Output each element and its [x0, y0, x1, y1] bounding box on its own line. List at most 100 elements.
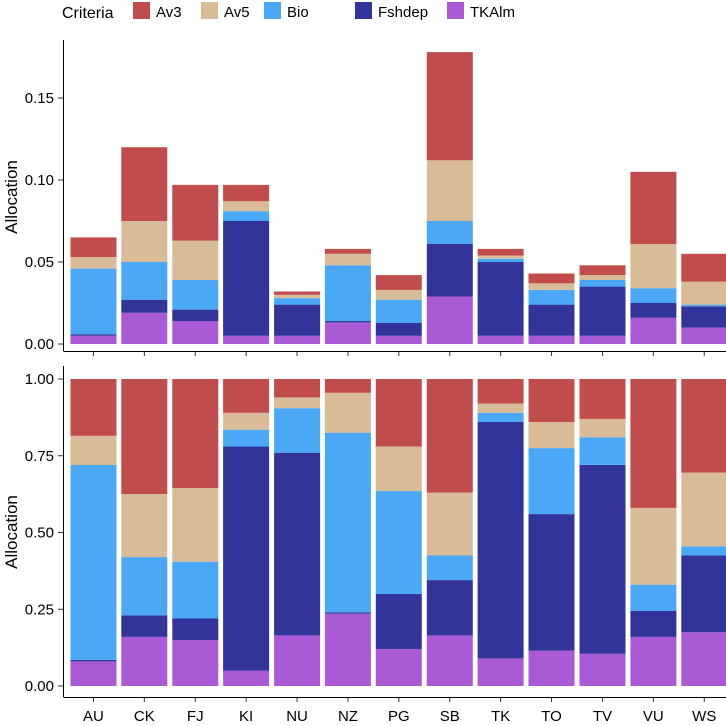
bar-bottom-au-tkalm [70, 661, 117, 686]
bar-bottom-to-bio [528, 448, 575, 515]
bar-top-to-tkalm [528, 335, 575, 344]
bar-bottom-ck-tkalm [121, 636, 168, 686]
bar-bottom-ws-av3 [681, 379, 726, 473]
bar-top-au-av3 [70, 237, 117, 258]
bar-top-tv-av5 [579, 275, 626, 280]
bar-bottom-ck-bio [121, 557, 168, 616]
x-tick-label-ki: KI [239, 708, 253, 725]
legend-label-fshdep: Fshdep [378, 4, 428, 21]
y-tick-label-top-0: 0.00 [25, 336, 54, 353]
panel-bottom-proportional: Allocation AU CK FJ KI NU NZ PG SB TK TO TV VU WS 0.0… [2, 366, 726, 725]
bar-top-ck-av5 [121, 221, 168, 262]
y-tick-label-bottom-1: 0.25 [25, 601, 54, 618]
bar-top-nz-av5 [324, 253, 371, 266]
legend-swatch-tkalm [447, 2, 464, 19]
y-tick-label-bottom-2: 0.50 [25, 525, 54, 542]
bar-top-tk-bio [477, 258, 524, 262]
bar-top-pg-av5 [375, 289, 422, 300]
bar-bottom-tv-av3 [579, 379, 626, 419]
bar-top-au-tkalm [70, 335, 117, 344]
bar-bottom-vu-bio [630, 584, 677, 611]
bar-bottom-vu-fshdep [630, 610, 677, 637]
legend-swatch-av3 [133, 2, 150, 19]
bar-bottom-ws-bio [681, 546, 726, 556]
bar-bottom-fj-fshdep [172, 618, 219, 640]
bar-top-nz-fshdep [324, 321, 371, 323]
bar-top-nz-tkalm [324, 322, 371, 344]
bar-bottom-vu-tkalm [630, 636, 677, 686]
x-tick-label-ck: CK [134, 708, 155, 725]
bar-top-pg-bio [375, 299, 422, 323]
bar-bottom-fj-av3 [172, 379, 219, 488]
y-tick-label-bottom-3: 0.75 [25, 448, 54, 465]
bar-top-au-bio [70, 268, 117, 335]
bar-bottom-ki-av5 [223, 412, 270, 430]
bar-bottom-nz-tkalm [324, 613, 371, 686]
x-tick-label-tk: TK [491, 708, 510, 725]
top-y-axis-title: Allocation [2, 160, 21, 234]
bar-top-sb-av3 [426, 52, 473, 161]
bar-top-sb-bio [426, 221, 473, 244]
bar-top-nu-av3 [274, 291, 321, 295]
legend-swatch-bio [264, 2, 281, 19]
bar-top-ws-av3 [681, 253, 726, 282]
y-tick-label-top-3: 0.15 [25, 90, 54, 107]
bar-top-sb-tkalm [426, 296, 473, 344]
x-tick-label-sb: SB [440, 708, 460, 725]
bar-bottom-pg-av3 [375, 379, 422, 447]
bar-bottom-fj-av5 [172, 488, 219, 562]
y-tick-label-bottom-0: 0.00 [25, 678, 54, 695]
bar-bottom-tv-tkalm [579, 653, 626, 686]
legend-label-av5: Av5 [224, 4, 250, 21]
bar-bottom-nu-av5 [274, 397, 321, 409]
bar-top-nu-bio [274, 298, 321, 305]
bar-bottom-tv-fshdep [579, 465, 626, 654]
bar-bottom-pg-bio [375, 491, 422, 594]
bar-top-to-fshdep [528, 304, 575, 336]
bar-bottom-nu-bio [274, 408, 321, 453]
bar-bottom-ck-fshdep [121, 615, 168, 637]
bar-bottom-sb-av5 [426, 492, 473, 556]
bar-top-tk-tkalm [477, 335, 524, 344]
bar-bottom-pg-fshdep [375, 593, 422, 650]
bar-bottom-tk-av3 [477, 379, 524, 404]
bar-bottom-tv-av5 [579, 418, 626, 438]
bar-bottom-vu-av5 [630, 507, 677, 585]
legend: Criteria Av3 Av5 Bio Fshdep TKAlm [62, 2, 515, 22]
bar-top-tv-av3 [579, 265, 626, 276]
x-tick-label-to: TO [541, 708, 562, 725]
bar-bottom-tk-fshdep [477, 422, 524, 659]
bar-top-vu-fshdep [630, 303, 677, 318]
x-tick-label-vu: VU [643, 708, 664, 725]
bar-top-nz-av3 [324, 248, 371, 254]
bar-top-pg-fshdep [375, 322, 422, 336]
bar-top-nu-av5 [274, 294, 321, 299]
bar-bottom-nz-av5 [324, 392, 371, 433]
bar-top-au-fshdep [70, 334, 117, 336]
bar-bottom-fj-bio [172, 561, 219, 619]
bottom-y-axis-title: Allocation [2, 495, 21, 569]
bar-bottom-ws-av5 [681, 472, 726, 547]
bar-bottom-to-fshdep [528, 514, 575, 651]
bar-top-pg-av3 [375, 275, 422, 290]
bar-top-tk-av3 [477, 248, 524, 256]
y-tick-label-top-2: 0.10 [25, 172, 54, 189]
bar-bottom-to-tkalm [528, 650, 575, 686]
legend-label-av3: Av3 [156, 4, 182, 21]
bar-bottom-vu-av3 [630, 379, 677, 508]
bar-bottom-to-av5 [528, 422, 575, 449]
bar-bottom-sb-av3 [426, 379, 473, 493]
bar-bottom-sb-fshdep [426, 580, 473, 636]
legend-swatch-fshdep [355, 2, 372, 19]
bar-bottom-tv-bio [579, 437, 626, 465]
bar-top-sb-fshdep [426, 244, 473, 297]
bar-bottom-nz-bio [324, 432, 371, 613]
bar-bottom-fj-tkalm [172, 640, 219, 686]
bar-bottom-to-av3 [528, 379, 575, 422]
bar-top-ck-av3 [121, 147, 168, 221]
bar-top-vu-av3 [630, 171, 677, 244]
bar-top-ws-fshdep [681, 306, 726, 328]
bar-top-ws-av5 [681, 281, 726, 305]
bar-bottom-au-av5 [70, 435, 117, 465]
